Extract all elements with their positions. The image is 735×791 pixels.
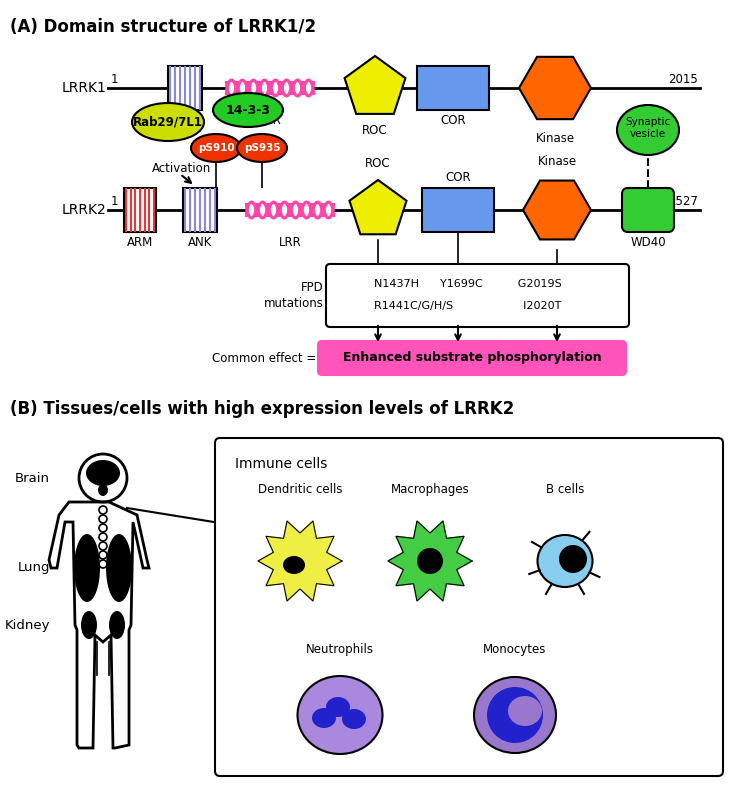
Polygon shape <box>523 180 591 240</box>
Text: pS910: pS910 <box>198 143 234 153</box>
Ellipse shape <box>98 484 108 496</box>
Text: Enhanced substrate phosphorylation: Enhanced substrate phosphorylation <box>343 351 601 365</box>
Text: Monocytes: Monocytes <box>484 643 547 656</box>
Text: COR: COR <box>445 171 471 184</box>
FancyBboxPatch shape <box>326 264 629 327</box>
Bar <box>124 188 156 232</box>
Text: ROC: ROC <box>362 124 388 137</box>
Bar <box>422 188 494 232</box>
Text: Lung: Lung <box>18 562 50 574</box>
Ellipse shape <box>474 677 556 753</box>
Ellipse shape <box>298 676 382 754</box>
Text: LRRK2: LRRK2 <box>62 203 107 217</box>
Text: FPD
mutations: FPD mutations <box>264 281 324 310</box>
Bar <box>226 66 314 110</box>
Text: LRR: LRR <box>279 236 301 249</box>
Text: (B) Tissues/cells with high expression levels of LRRK2: (B) Tissues/cells with high expression l… <box>10 400 514 418</box>
Text: B cells: B cells <box>546 483 584 496</box>
FancyBboxPatch shape <box>318 341 626 375</box>
Ellipse shape <box>312 708 336 728</box>
Polygon shape <box>388 521 472 601</box>
Text: pS935: pS935 <box>244 143 280 153</box>
Circle shape <box>417 548 443 574</box>
Text: Immune cells: Immune cells <box>235 457 327 471</box>
Text: 1: 1 <box>111 195 118 208</box>
Text: 14-3-3: 14-3-3 <box>226 104 270 116</box>
Text: ANK: ANK <box>188 236 212 249</box>
Circle shape <box>559 545 587 573</box>
Text: 2527: 2527 <box>668 195 698 208</box>
Ellipse shape <box>283 556 305 574</box>
Text: Synaptic
vesicle: Synaptic vesicle <box>625 117 670 139</box>
Ellipse shape <box>74 534 100 602</box>
Polygon shape <box>349 180 406 234</box>
Ellipse shape <box>81 611 97 639</box>
Bar <box>246 188 334 232</box>
Bar <box>168 66 202 110</box>
Text: Kinase: Kinase <box>537 155 576 168</box>
Ellipse shape <box>132 103 204 141</box>
Ellipse shape <box>109 611 125 639</box>
Text: ANK: ANK <box>173 114 197 127</box>
Text: ROC: ROC <box>365 157 391 170</box>
Text: Kidney: Kidney <box>4 619 50 631</box>
Text: 1: 1 <box>111 73 118 86</box>
Text: LRR: LRR <box>259 114 282 127</box>
Text: Common effect =: Common effect = <box>212 351 316 365</box>
Text: Neutrophils: Neutrophils <box>306 643 374 656</box>
Text: R1441C/G/H/S                    I2020T: R1441C/G/H/S I2020T <box>374 301 562 311</box>
Polygon shape <box>258 521 342 601</box>
Polygon shape <box>345 56 406 114</box>
Text: Brain: Brain <box>15 471 50 485</box>
Ellipse shape <box>237 134 287 162</box>
Text: Rab29/7L1: Rab29/7L1 <box>133 115 203 128</box>
Polygon shape <box>519 57 591 119</box>
Text: Macrophages: Macrophages <box>390 483 470 496</box>
Text: (A) Domain structure of LRRK1/2: (A) Domain structure of LRRK1/2 <box>10 18 316 36</box>
Text: LRRK1: LRRK1 <box>62 81 107 95</box>
Ellipse shape <box>106 534 132 602</box>
Text: ARM: ARM <box>127 236 153 249</box>
Text: Kinase: Kinase <box>535 132 575 145</box>
Text: WD40: WD40 <box>630 236 666 249</box>
Ellipse shape <box>508 696 542 726</box>
Bar <box>183 188 217 232</box>
Text: Dendritic cells: Dendritic cells <box>258 483 343 496</box>
Text: COR: COR <box>440 114 466 127</box>
Ellipse shape <box>86 460 120 486</box>
Ellipse shape <box>191 134 241 162</box>
Bar <box>417 66 489 110</box>
Text: 2015: 2015 <box>668 73 698 86</box>
FancyBboxPatch shape <box>622 188 674 232</box>
Text: Activation: Activation <box>152 161 211 175</box>
Ellipse shape <box>537 535 592 587</box>
Text: N1437H      Y1699C          G2019S: N1437H Y1699C G2019S <box>373 279 562 289</box>
FancyBboxPatch shape <box>215 438 723 776</box>
Ellipse shape <box>342 709 366 729</box>
Ellipse shape <box>617 105 679 155</box>
Circle shape <box>487 687 543 743</box>
Ellipse shape <box>326 697 350 717</box>
Ellipse shape <box>213 93 283 127</box>
